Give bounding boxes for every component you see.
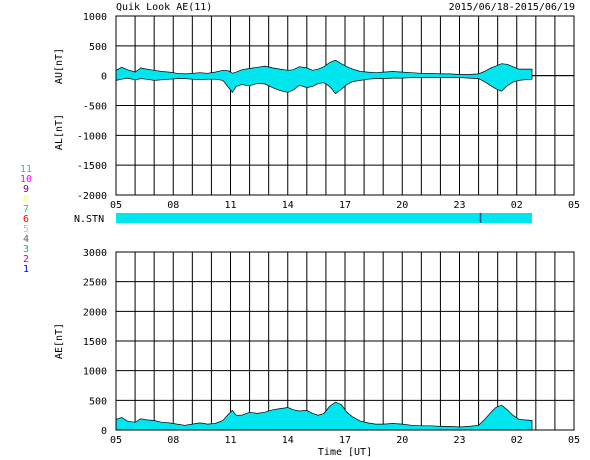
station-legend-number: 5: [23, 224, 29, 235]
y-tick-label: 2000: [83, 307, 107, 318]
au-al-y-tick-labels: 1000 500 0 -500 -1000 -1500 -2000: [77, 12, 107, 202]
station-legend-number: 2: [23, 254, 29, 265]
station-legend-number: 1: [23, 264, 29, 275]
y-tick-label: -500: [83, 102, 107, 113]
x-tick-label: 20: [396, 200, 408, 211]
nstn-label: N.STN: [74, 214, 104, 225]
station-legend-number: 3: [23, 244, 29, 255]
y-tick-label: 0: [101, 426, 107, 437]
station-count-bar: [116, 213, 533, 223]
y-tick-label: 500: [89, 396, 107, 407]
x-tick-label: 02: [511, 200, 523, 211]
y-tick-label: 3000: [83, 248, 107, 259]
ae-axis-label: AE[nT]: [54, 323, 65, 359]
y-tick-label: -1500: [77, 161, 107, 172]
au-al-gridlines: [116, 16, 574, 195]
figure-title: Quik Look AE(11): [116, 2, 212, 13]
x-tick-label: 08: [167, 435, 179, 446]
al-axis-label: AL[nT]: [54, 114, 65, 150]
y-tick-label: 0: [101, 72, 107, 83]
date-range: 2015/06/18-2015/06/19: [449, 2, 575, 13]
ae-plot-frame: [115, 251, 575, 431]
x-tick-label: 17: [339, 435, 351, 446]
au-axis-label: AU[nT]: [54, 48, 65, 84]
au-al-plot-frame: [115, 15, 575, 196]
y-tick-label: -2000: [77, 191, 107, 202]
x-tick-label: 05: [568, 200, 580, 211]
data-area-series: [115, 59, 533, 95]
station-legend-number: 6: [23, 214, 29, 225]
x-tick-label: 02: [511, 435, 523, 446]
station-legend-number: 9: [23, 184, 29, 195]
x-tick-label: 08: [167, 200, 179, 211]
x-tick-label: 11: [224, 200, 236, 211]
x-tick-label: 05: [110, 435, 122, 446]
x-tick-label: 11: [224, 435, 236, 446]
y-tick-label: -1000: [77, 131, 107, 142]
station-legend-number: 11: [20, 164, 32, 175]
ae-area: [115, 401, 533, 431]
station-legend-number: 8: [23, 194, 29, 205]
x-tick-label: 05: [568, 435, 580, 446]
ae-y-tick-labels: 3000 2500 2000 1500 1000 500 0: [83, 248, 107, 437]
x-tick-label: 23: [453, 435, 465, 446]
time-axis-label: Time [UT]: [318, 447, 372, 458]
x-tick-label: 20: [396, 435, 408, 446]
station-coverage-bar: [116, 213, 533, 223]
au-al-x-tick-labels: 05 08 11 14 17 20 23 02 05: [110, 200, 580, 211]
data-area-series: [115, 401, 533, 431]
x-tick-label: 05: [110, 200, 122, 211]
x-tick-label: 17: [339, 200, 351, 211]
y-tick-label: 1000: [83, 12, 107, 23]
station-legend-number: 4: [23, 234, 29, 245]
station-legend-number: 7: [23, 204, 29, 215]
au-al-area: [115, 59, 574, 95]
x-tick-label: 14: [282, 435, 294, 446]
y-tick-label: 2500: [83, 278, 107, 289]
station-legend-number: 10: [20, 174, 32, 185]
y-tick-label: 500: [89, 42, 107, 53]
x-tick-label: 23: [453, 200, 465, 211]
y-tick-label: 1000: [83, 367, 107, 378]
y-tick-label: 1500: [83, 337, 107, 348]
ae-x-tick-labels: 05 08 11 14 17 20 23 02 05: [110, 435, 580, 446]
ae-gridlines: [116, 252, 574, 430]
x-tick-label: 14: [282, 200, 294, 211]
